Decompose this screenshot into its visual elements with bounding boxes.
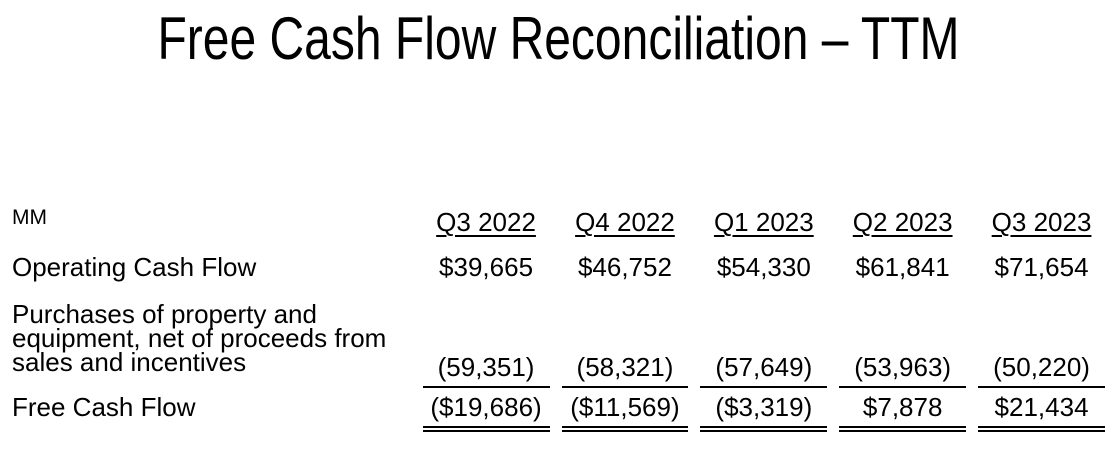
column-header-q2-2023: Q2 2023 <box>852 207 953 237</box>
row-label: Operating Cash Flow <box>12 252 257 282</box>
value-cell: ($19,686) <box>422 388 550 432</box>
unit-label: MM <box>12 206 47 229</box>
value-cell: $54,330 <box>716 252 811 282</box>
value-cell: (50,220) <box>978 290 1105 388</box>
table-row-purchases-of-property: Purchases of property and equipment, net… <box>12 290 1105 388</box>
value-cell: (58,321) <box>561 290 689 388</box>
value-cell: (57,649) <box>700 290 828 388</box>
value-cell: ($3,319) <box>700 388 828 432</box>
row-label: Free Cash Flow <box>12 392 196 422</box>
value-cell: $21,434 <box>978 388 1105 432</box>
column-header-q4-2022: Q4 2022 <box>575 207 675 237</box>
table-header-row: MM Q3 2022 Q4 2022 Q1 2023 Q2 2023 Q3 20… <box>12 205 1105 238</box>
value-cell: $7,878 <box>839 388 967 432</box>
slide: Free Cash Flow Reconciliation – TTM MM Q… <box>0 6 1117 468</box>
table-row-free-cash-flow: Free Cash Flow ($19,686) ($11,569) ($3,3… <box>12 388 1105 432</box>
value-cell: (53,963) <box>839 290 967 388</box>
value-cell: $61,841 <box>855 252 950 282</box>
value-cell: (59,351) <box>422 290 550 388</box>
table-row-operating-cash-flow: Operating Cash Flow $39,665 $46,752 $54,… <box>12 238 1105 290</box>
value-cell: $46,752 <box>577 252 672 282</box>
fcf-reconciliation-table: MM Q3 2022 Q4 2022 Q1 2023 Q2 2023 Q3 20… <box>0 205 1117 432</box>
value-cell: ($11,569) <box>561 388 689 432</box>
page-title: Free Cash Flow Reconciliation – TTM <box>157 5 960 72</box>
row-label: Purchases of property and equipment, net… <box>12 299 387 377</box>
column-header-q1-2023: Q1 2023 <box>713 207 814 237</box>
column-header-q3-2023: Q3 2023 <box>991 207 1092 237</box>
value-cell: $39,665 <box>439 252 534 282</box>
value-cell: $71,654 <box>994 252 1089 282</box>
column-header-q3-2022: Q3 2022 <box>436 207 536 237</box>
